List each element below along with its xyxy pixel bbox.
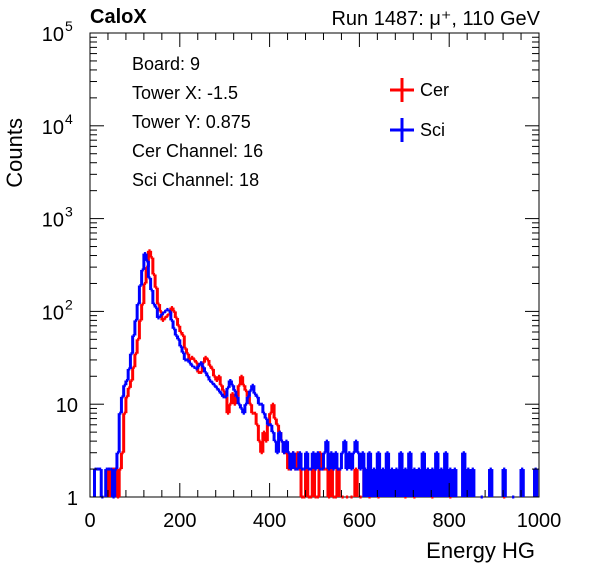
y-tick-exponent: 3 [65, 204, 73, 220]
legend-marker-sci [390, 118, 414, 142]
info-cer-channel: Cer Channel: 16 [132, 141, 264, 161]
series-sci [92, 252, 539, 499]
x-axis-label: Energy HG [426, 538, 535, 563]
legend-marker-cer [390, 78, 414, 102]
x-tick-label: 200 [163, 510, 196, 532]
run-info: Run 1487: μ⁺, 110 GeV [331, 6, 540, 31]
y-tick-label: 10 [42, 302, 64, 324]
y-tick-label: 10 [42, 117, 64, 139]
legend-label-sci: Sci [420, 120, 446, 140]
info-tower-x: Tower X: -1.5 [132, 83, 239, 103]
info-tower-y: Tower Y: 0.875 [132, 112, 251, 132]
info-box: Board: 9 Tower X: -1.5 Tower Y: 0.875 Ce… [132, 50, 263, 195]
experiment-label: CaloX [90, 6, 147, 28]
x-tick-label: 1000 [517, 510, 562, 532]
info-sci-channel: Sci Channel: 18 [132, 170, 260, 190]
x-tick-label: 400 [253, 510, 286, 532]
x-tick-label: 600 [343, 510, 376, 532]
beam-label: μ⁺, 110 GeV [429, 8, 540, 30]
y-tick-label: 1 [67, 488, 78, 510]
y-axis-label: Counts [2, 118, 27, 188]
y-tick-exponent: 4 [65, 111, 73, 127]
x-tick-label: 800 [433, 510, 466, 532]
y-tick-exponent: 2 [65, 296, 73, 312]
x-tick-label: 0 [84, 510, 95, 532]
info-board: Board: 9 [132, 54, 201, 74]
y-tick-label: 10 [56, 395, 78, 417]
run-label: Run 1487: [331, 8, 424, 30]
y-tick-exponent: 5 [65, 18, 73, 34]
y-tick-label: 10 [42, 210, 64, 232]
y-tick-label: 10 [42, 24, 64, 46]
legend-label-cer: Cer [420, 80, 450, 100]
series-layer [92, 249, 539, 499]
